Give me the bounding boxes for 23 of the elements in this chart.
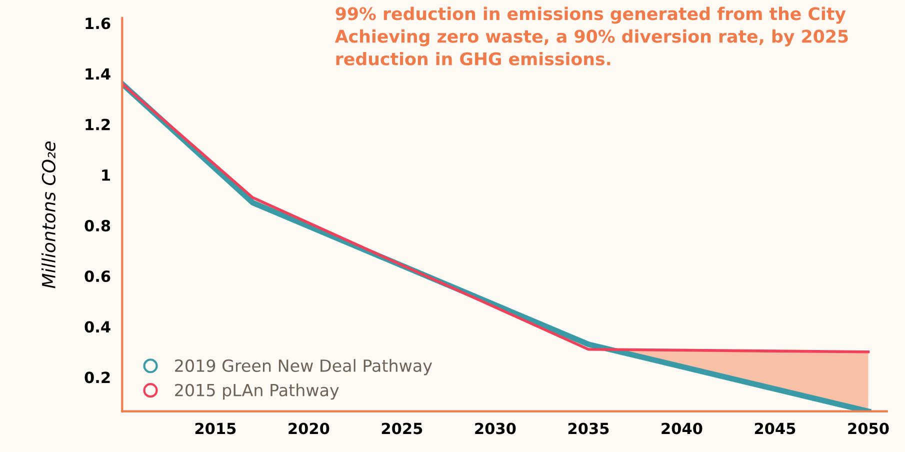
x-tick-label: 2035 bbox=[568, 422, 609, 434]
y-tick-label: 1 bbox=[102, 170, 110, 181]
x-tick-label: 2045 bbox=[754, 422, 796, 434]
x-tick-label: 2015 bbox=[195, 422, 236, 434]
legend-label: 2019 Green New Deal Pathway bbox=[175, 359, 432, 376]
y-tick-label: 1.6 bbox=[86, 18, 110, 30]
annotation: reduction in GHG emissions. bbox=[336, 52, 610, 66]
y-axis-title: Milliontons CO₂e bbox=[42, 141, 56, 288]
legend-label: 2015 pLAn Pathway bbox=[175, 384, 339, 400]
x-tick-label: 2020 bbox=[288, 422, 330, 434]
x-tick-label: 2025 bbox=[382, 422, 422, 434]
x-tick-label: 2040 bbox=[662, 422, 702, 434]
y-tick-label: 0.8 bbox=[84, 220, 110, 232]
annotation: Achieving zero waste, a 90% diversion rate, by 2025 bbox=[334, 29, 848, 46]
y-tick-label: 0.4 bbox=[84, 321, 110, 333]
y-tick-label: 0.2 bbox=[84, 372, 110, 384]
x-tick-label: 2050 bbox=[848, 422, 889, 434]
annotation: 99% reduction in emissions generated from the City bbox=[336, 6, 846, 24]
y-tick-label: 1.4 bbox=[86, 68, 110, 80]
x-tick-label: 2030 bbox=[475, 422, 516, 434]
y-tick-label: 0.6 bbox=[84, 270, 110, 282]
line-series bbox=[122, 82, 870, 354]
y-tick-label: 1.2 bbox=[86, 118, 110, 130]
